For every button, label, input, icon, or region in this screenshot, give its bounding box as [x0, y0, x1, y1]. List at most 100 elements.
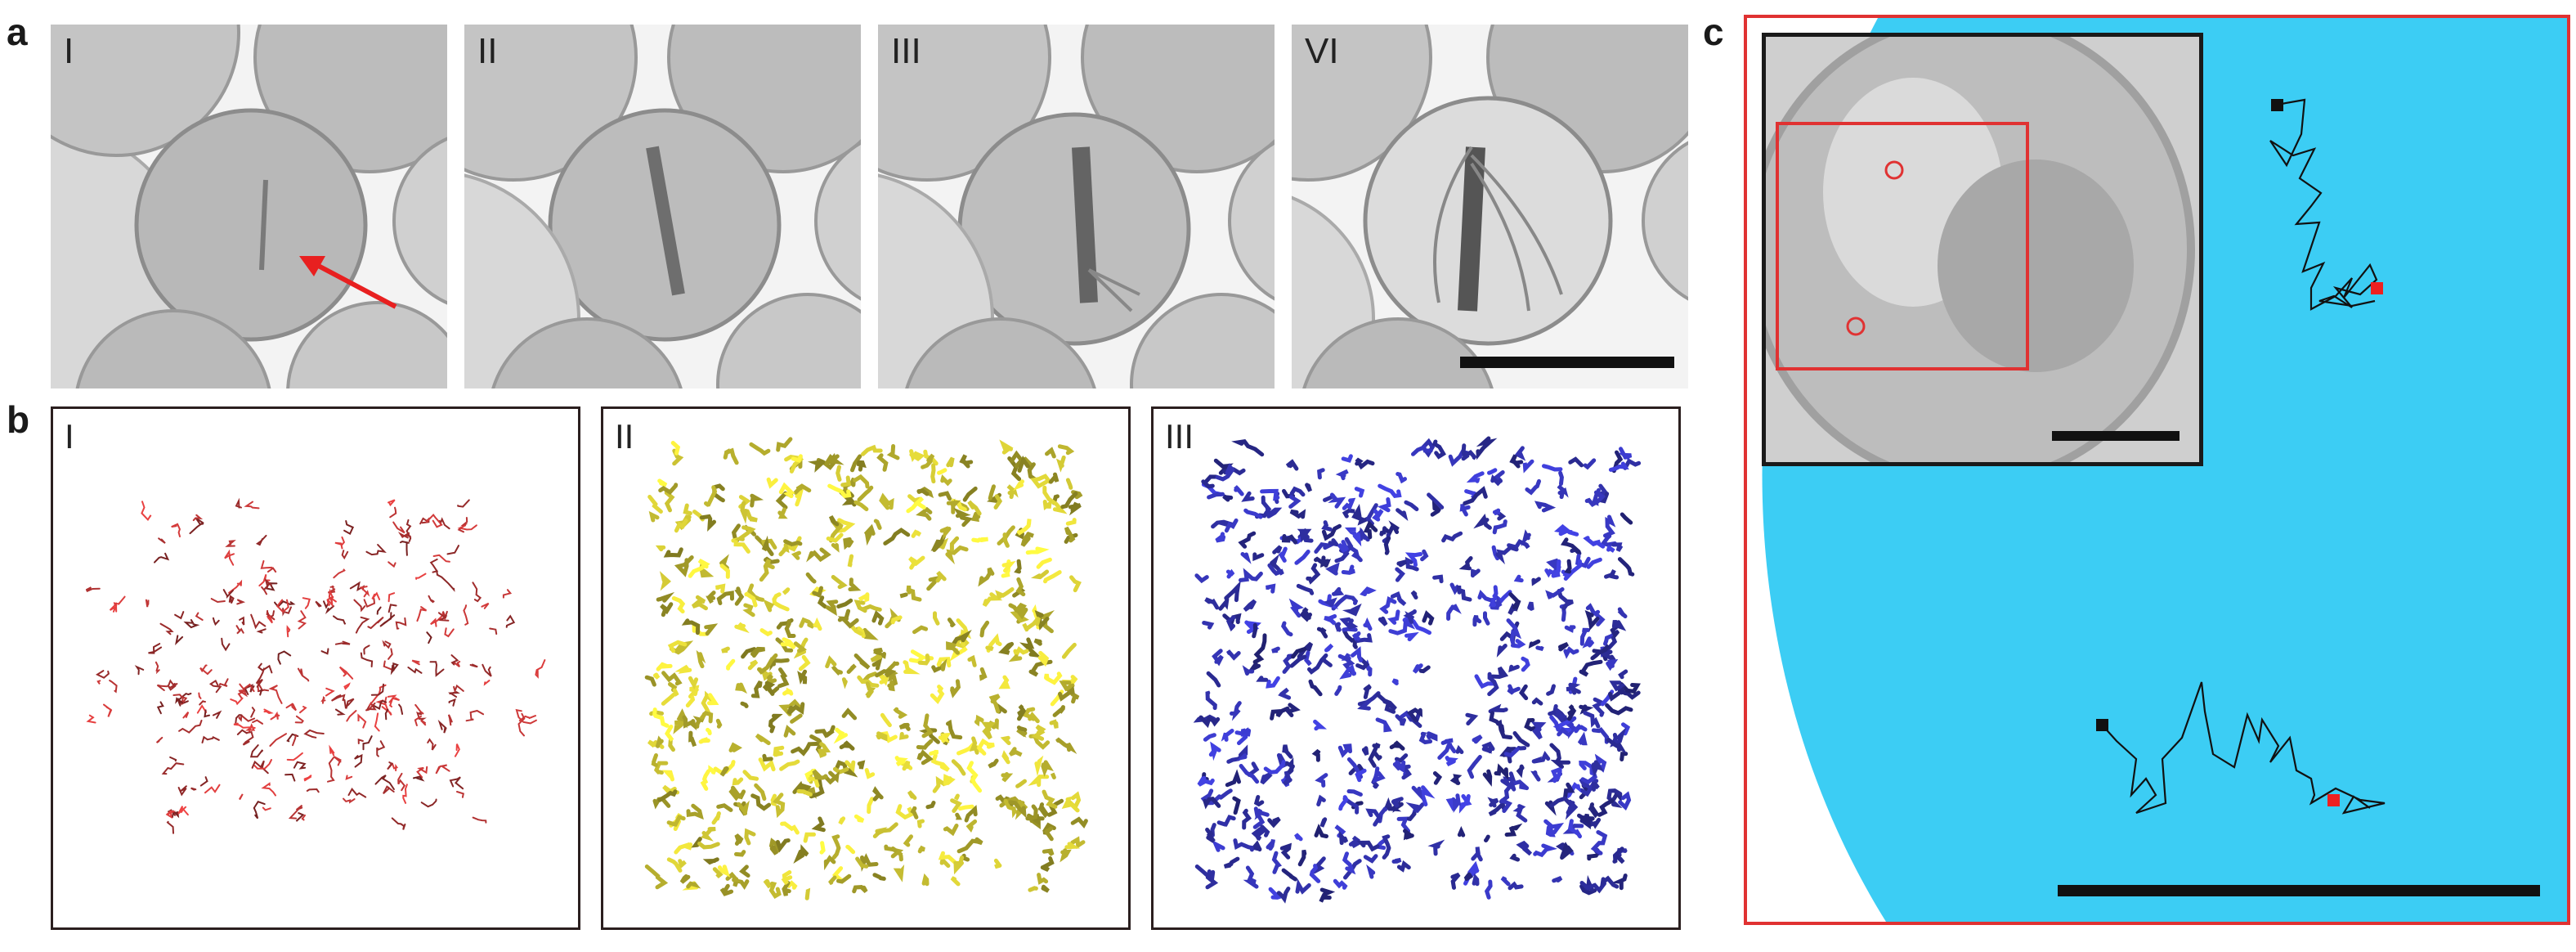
molecule-fragment [414, 703, 424, 715]
molecule-fragment [740, 501, 748, 524]
molecule-fragment [1206, 671, 1221, 688]
molecule-fragment [360, 652, 374, 667]
molecule-fragment [1363, 684, 1372, 699]
molecule-fragment [863, 523, 876, 546]
molecule-fragment [979, 620, 990, 638]
molecule-fragment [238, 713, 256, 722]
molecule-fragment [699, 514, 716, 532]
molecule-fragment [979, 667, 988, 681]
molecule-fragment [715, 718, 723, 729]
molecule-fragment [472, 582, 482, 603]
molecule-fragment [1331, 594, 1359, 611]
molecule-fragment [1618, 447, 1633, 460]
molecule-fragment [161, 762, 185, 775]
molecule-fragment [1606, 788, 1623, 809]
molecule-fragment [199, 776, 208, 787]
molecule-fragment [297, 610, 307, 630]
molecule-fragment [199, 700, 206, 706]
molecule-fragment [329, 744, 335, 757]
molecule-fragment [1341, 454, 1353, 463]
molecule-fragment [981, 721, 997, 740]
molecule-fragment [824, 454, 844, 466]
molecule-fragment [910, 806, 919, 820]
molecule-fragment [1606, 658, 1619, 671]
molecule-fragment [1456, 585, 1472, 602]
molecule-fragment [1531, 721, 1547, 740]
molecule-fragment [1282, 744, 1293, 759]
molecule-fragment [436, 569, 455, 592]
molecule-fragment [861, 604, 882, 612]
molecule-fragment [657, 789, 678, 802]
molecule-fragment [1472, 614, 1482, 627]
molecule-fragment [1382, 834, 1391, 860]
molecule-fragment [1352, 532, 1362, 547]
molecule-fragment [780, 821, 800, 835]
molecule-fragment [940, 474, 952, 487]
molecule-fragment [674, 555, 694, 577]
molecule-fragment [1525, 478, 1541, 496]
molecule-fragment [685, 695, 696, 707]
molecule-fragment [1224, 580, 1241, 603]
molecule-fragment [483, 680, 491, 686]
molecule-fragment [988, 694, 1001, 714]
molecule-fragment [807, 459, 825, 473]
molecule-fragment [798, 654, 811, 671]
molecule-fragment [449, 776, 464, 790]
molecule-fragment [1604, 569, 1620, 580]
molecule-fragment [890, 848, 904, 862]
molecule-fragment [1341, 564, 1355, 575]
molecule-fragment [437, 612, 450, 622]
molecule-fragment [1490, 474, 1503, 487]
molecule-fragment [755, 733, 771, 746]
molecule-fragment [978, 567, 995, 587]
molecule-fragment [929, 749, 939, 756]
molecule-fragment [1579, 659, 1603, 677]
molecule-fragment [1314, 542, 1336, 554]
molecule-fragment [1396, 508, 1409, 522]
molecule-fragment [667, 640, 688, 653]
molecule-fragment [831, 543, 840, 553]
molecule-fragment [853, 599, 867, 613]
molecule-fragment [696, 649, 706, 669]
molecule-fragment [1325, 562, 1340, 576]
molecule-fragment [775, 838, 791, 853]
molecule-fragment [906, 496, 926, 514]
molecule-fragment [1335, 469, 1349, 481]
molecule-fragment [1253, 795, 1265, 807]
molecule-fragment [1260, 824, 1270, 837]
molecule-fragment [1028, 775, 1050, 788]
molecule-fragment [1314, 824, 1328, 838]
molecule-fragment [1243, 599, 1257, 612]
molecule-fragment [502, 589, 513, 599]
molecule-fragment [1512, 731, 1530, 748]
molecule-fragment [1317, 468, 1325, 480]
molecule-fragment [1458, 556, 1473, 571]
molecule-fragment [1253, 806, 1270, 820]
molecule-fragment [828, 875, 837, 886]
molecule-fragment [930, 534, 946, 552]
molecule-fragment [840, 475, 851, 487]
molecule-fragment [754, 783, 767, 802]
roi-box [1776, 122, 2029, 370]
molecule-fragment [517, 712, 526, 737]
molecule-fragment [1396, 816, 1411, 833]
molecule-fragment [1338, 830, 1349, 846]
molecule-fragment [911, 529, 922, 538]
molecule-fragment [825, 655, 837, 669]
molecule-fragment [1611, 873, 1628, 891]
molecule-fragment [773, 793, 786, 819]
molecule-fragment [749, 442, 771, 456]
molecule-fragment [1565, 799, 1579, 820]
molecule-fragment [872, 647, 886, 659]
molecule-fragment [294, 715, 304, 724]
molecule-fragment [244, 501, 260, 510]
molecule-fragment [1490, 666, 1509, 680]
panel-label-b: b [7, 398, 30, 441]
molecule-fragment [804, 887, 811, 900]
molecule-fragment [836, 598, 853, 608]
molecule-fragment [1455, 744, 1464, 754]
molecule-fragment [1068, 501, 1082, 516]
molecule-fragment [86, 714, 96, 724]
molecule-fragment [953, 507, 973, 528]
molecule-fragment [966, 761, 983, 793]
